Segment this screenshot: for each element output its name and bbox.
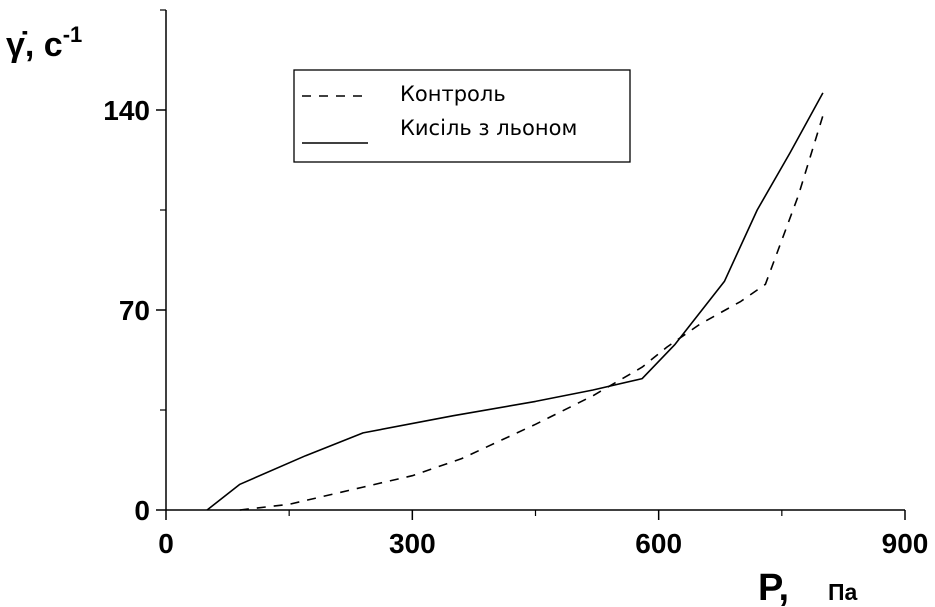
x-axis-unit: Па: [828, 579, 858, 605]
y-axis-label-main: γ̇, с: [6, 26, 63, 64]
y-axis-label-exp: -1: [63, 22, 83, 47]
legend-label-kysil: Кисіль з льоном: [400, 116, 577, 140]
legend-box: [293, 69, 631, 163]
y-tick-label: 140: [103, 95, 150, 126]
legend: Контроль Кисіль з льоном: [293, 69, 631, 163]
series-line-kysil: [206, 92, 824, 511]
x-tick-label: 0: [158, 528, 174, 559]
x-axis-label-text: P,: [758, 567, 789, 607]
ticks: [156, 9, 906, 520]
x-tick-label: 600: [635, 528, 682, 559]
y-tick-label: 70: [119, 295, 150, 326]
x-axis-label: P, Па: [758, 567, 858, 607]
y-tick-label: 0: [134, 495, 150, 526]
y-axis-label-text: γ̇, с-1: [6, 22, 82, 64]
x-tick-label: 300: [389, 528, 436, 559]
y-axis-label: γ̇, с-1: [6, 22, 82, 64]
legend-label-control: Контроль: [400, 82, 506, 106]
series-line-control: [239, 115, 824, 511]
x-tick-label: 900: [882, 528, 929, 559]
tick-labels: 0 300 600 900 0 70 140: [103, 95, 928, 559]
series-group: [206, 92, 824, 511]
